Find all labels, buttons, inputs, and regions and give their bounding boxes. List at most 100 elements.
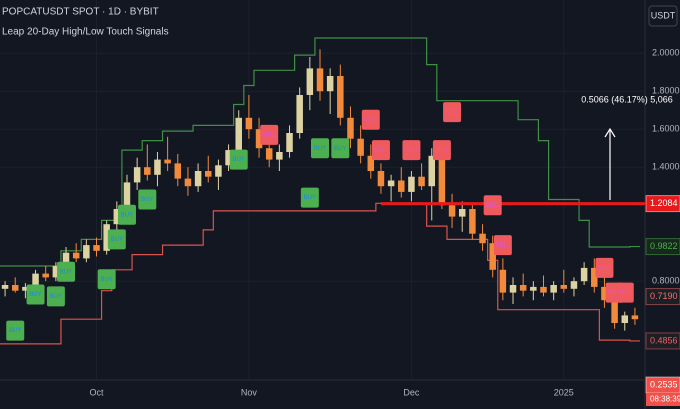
candle-body [276,152,283,160]
candle-body [194,171,202,187]
sell-signal [483,195,502,216]
signal-label: SELL [435,148,450,154]
candle-body [580,267,588,282]
candle-body [93,245,100,251]
buy-signal [107,229,126,250]
candle-body [550,285,557,293]
candle-body [387,180,395,187]
currency[interactable]: USDT [651,10,676,20]
signal-label: BUY [60,269,72,275]
candle-body [32,273,39,287]
price-tag-label: 0.7190 [650,291,678,301]
candle-body [428,155,435,187]
candle-body [215,165,222,177]
signal-label: SELL [404,148,419,154]
signal-label: BUY [9,328,21,334]
y-tick-label: 1.4000 [652,162,680,172]
indicator-name: Leap 20-Day High/Low Touch Signals [2,27,169,38]
price-tag-label: 0.4856 [650,335,678,345]
candle-body [83,245,90,259]
y-tick-label: 0.8000 [652,276,680,286]
candle-body [631,315,639,320]
candle-body [1,285,9,289]
sell-signal [595,257,614,278]
currency-box[interactable] [648,5,678,27]
candle-body [519,285,527,291]
buy-signal [26,284,45,305]
candle-body [458,209,466,217]
buy-signal [57,261,76,282]
candle-body [347,117,354,139]
price-tag [645,195,680,213]
buy-signal [300,187,319,208]
candle-body [113,209,121,225]
measure-arrow-head [604,127,616,138]
candle-body [560,285,568,289]
price-tag [645,288,680,306]
candle-body [225,150,232,166]
x-tick-label: Dec [403,387,420,397]
signal-label: SELL [363,117,378,123]
candle-body [337,76,344,118]
candle-body [398,180,405,192]
buy-signal [6,320,25,341]
candle-body [184,178,192,187]
overlay: 0.5066 (46.17%) 5,066 BUY BUY BUY BUY BUY BUY… [6,94,673,341]
candle-body [540,286,547,293]
candle-body [62,252,70,266]
candle-body [245,117,253,130]
candle-body [144,167,151,175]
price-tag-label: 1.2084 [650,198,678,208]
signal-label: SELL [607,290,622,296]
candle-body [357,138,364,156]
candle-body [103,224,110,251]
buy-signal [311,138,329,159]
sell-signal [432,140,451,161]
sell-signal [361,109,380,130]
candle-body [530,286,537,291]
signal-label: SELL [262,132,277,138]
signal-label: BUY [29,292,41,298]
sell-signal [493,235,512,256]
candle-body [611,300,618,323]
buy-signal [331,138,350,159]
candle-body [133,167,141,183]
signal-label: BUY [141,197,153,203]
candle-body [469,209,476,234]
plot [0,37,645,345]
candle-body [52,266,60,278]
signal-label: BUY [50,294,62,300]
countdown: 08:38:39 [650,395,680,404]
candle-body [499,269,507,293]
candle-body [255,129,263,149]
signal-label: SELL [496,243,511,249]
candle-body [591,267,598,287]
candle-body [306,68,314,95]
candle-body [479,233,486,244]
signal-label: BUY [111,237,123,243]
candle-body [22,286,29,291]
candle-body [164,159,171,164]
signal-label: BUY [233,157,245,163]
channel-line [0,37,640,267]
candle-body [509,285,517,293]
candle-body [367,155,375,171]
sell-signal [402,140,421,161]
signal-label: BUY [304,195,316,201]
candle-body [316,68,324,92]
signal-label: BUY [121,212,133,218]
candle-body [601,286,608,301]
countdown-box [646,393,680,407]
sell-signal [260,124,279,145]
sell-signal [371,140,390,161]
signal-label: BUY [334,146,346,152]
candle-body [11,285,19,291]
buy-signal [46,286,65,307]
measure-label: 0.5066 (46.17%) 5,066 [581,94,673,104]
y-tick-label: 1.8000 [652,86,680,96]
candle-body [123,182,131,209]
price-tag-label: 0.2535 [650,379,678,389]
signal-label: SELL [374,148,389,154]
buy-signal [117,204,136,225]
candle-body [408,176,415,192]
